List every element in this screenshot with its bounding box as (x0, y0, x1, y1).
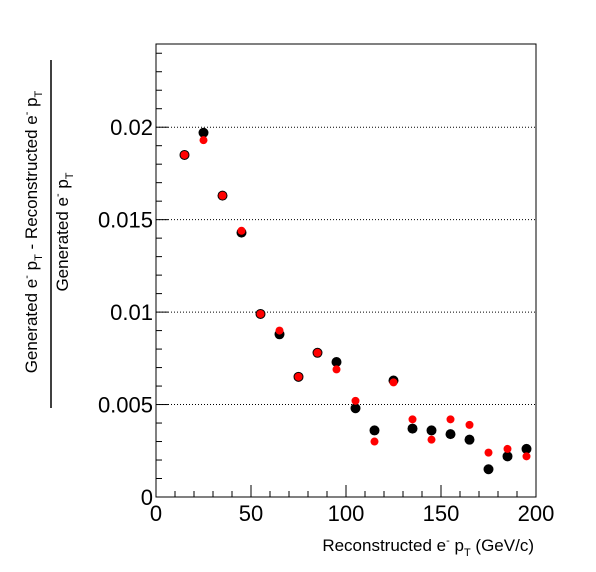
data-point (484, 448, 493, 457)
plot-frame (155, 43, 537, 498)
data-point (331, 357, 342, 368)
data-point (180, 150, 189, 159)
data-point (407, 423, 418, 434)
series-2 (180, 136, 531, 461)
axis-ticks (155, 52, 537, 498)
data-point (446, 415, 455, 424)
x-tick-label: 200 (518, 501, 555, 526)
data-point (332, 365, 341, 374)
data-point (426, 425, 437, 436)
x-axis-title: Reconstructed e- pT (GeV/c) (322, 535, 534, 559)
series-1 (179, 127, 532, 475)
y-axis-title-denominator: Generated e- pT (52, 172, 76, 291)
data-point (275, 326, 284, 335)
data-point (237, 226, 246, 235)
y-tick-label: 0 (141, 485, 153, 510)
data-point (427, 435, 436, 444)
grid-lines (156, 126, 536, 406)
data-point (522, 452, 531, 461)
data-point (502, 451, 513, 462)
y-tick-label: 0.02 (110, 115, 153, 140)
x-tick-label: 50 (239, 501, 263, 526)
data-points (179, 127, 532, 475)
data-point (389, 378, 398, 387)
data-point (464, 434, 475, 445)
data-point (218, 191, 227, 200)
data-point (408, 415, 417, 424)
data-point (370, 437, 379, 446)
data-point (350, 403, 361, 414)
y-tick-label: 0.01 (110, 300, 153, 325)
y-axis-title: Generated e- pT - Reconstructed e- pT Ge… (21, 60, 76, 408)
data-point (445, 429, 456, 440)
data-point (369, 425, 380, 436)
data-point (351, 396, 360, 405)
x-tick-label: 0 (150, 501, 162, 526)
data-point (294, 372, 303, 381)
data-point (521, 443, 532, 454)
data-point (465, 420, 474, 429)
tick-labels: 0 50 100 150 200 0 0.005 0.01 0.015 0.02 (98, 115, 554, 526)
data-point (313, 348, 322, 357)
data-point (256, 309, 265, 318)
x-tick-label: 100 (328, 501, 365, 526)
data-point (483, 464, 494, 475)
y-tick-label: 0.015 (98, 208, 153, 233)
data-point (199, 136, 208, 145)
y-tick-label: 0.005 (98, 393, 153, 418)
data-point (503, 444, 512, 453)
x-tick-label: 150 (423, 501, 460, 526)
data-point (198, 127, 209, 138)
y-axis-title-numerator: Generated e- pT - Reconstructed e- pT (21, 90, 45, 373)
